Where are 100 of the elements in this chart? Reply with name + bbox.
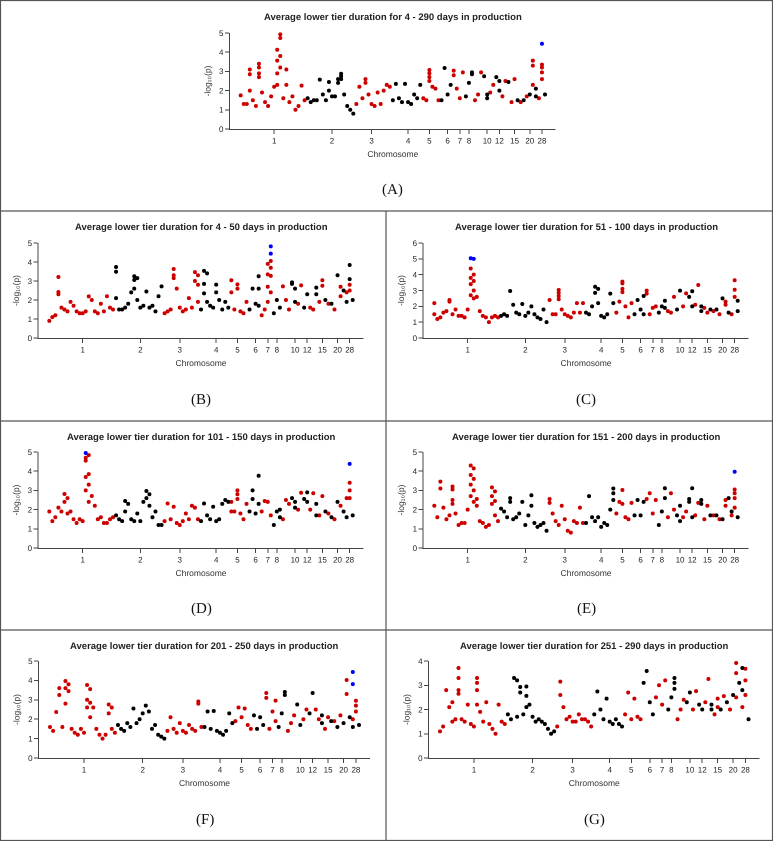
- point: [302, 306, 306, 310]
- point: [724, 300, 728, 304]
- point: [484, 700, 488, 704]
- point: [147, 492, 152, 496]
- point: [554, 519, 558, 524]
- point: [314, 292, 318, 296]
- point: [542, 722, 547, 726]
- point: [263, 100, 268, 104]
- point: [256, 474, 261, 478]
- x-tick-label: 6: [445, 136, 450, 146]
- point: [508, 288, 512, 293]
- point: [202, 724, 207, 729]
- point: [611, 486, 616, 490]
- y-tick-label: 3: [28, 696, 34, 705]
- point: [168, 517, 173, 522]
- x-axis-title: Chromosome: [175, 358, 227, 368]
- point: [421, 96, 426, 100]
- point: [732, 470, 737, 474]
- x-tick-label: 12: [688, 556, 698, 565]
- point: [681, 515, 686, 520]
- point: [278, 66, 282, 70]
- point: [556, 522, 561, 527]
- point: [308, 711, 312, 716]
- point: [505, 515, 510, 520]
- point: [456, 692, 461, 696]
- y-tick-label: 1: [412, 524, 418, 534]
- point: [223, 498, 228, 502]
- point: [156, 294, 161, 298]
- point: [468, 266, 473, 270]
- point: [472, 272, 476, 277]
- point: [84, 474, 88, 479]
- y-tick-label: 2: [418, 705, 424, 714]
- point: [466, 308, 470, 312]
- point: [295, 702, 300, 706]
- point: [98, 302, 103, 306]
- point: [730, 513, 734, 518]
- point: [135, 511, 140, 516]
- y-tick-label: 0: [28, 754, 34, 763]
- point: [552, 729, 556, 734]
- point: [376, 90, 380, 95]
- point: [669, 695, 674, 700]
- x-tick-label: 2: [138, 556, 144, 565]
- point: [714, 513, 718, 518]
- point: [57, 686, 62, 690]
- point: [123, 498, 128, 503]
- point: [72, 730, 77, 735]
- point: [660, 510, 664, 514]
- x-tick-label: 10: [482, 136, 492, 146]
- point: [326, 88, 331, 93]
- x-tick-label: 6: [253, 346, 258, 355]
- point: [593, 284, 598, 289]
- x-tick-label: 4: [607, 766, 612, 775]
- point: [736, 309, 740, 314]
- point: [190, 306, 194, 310]
- point: [62, 500, 66, 504]
- point: [734, 660, 738, 665]
- point: [344, 692, 349, 696]
- point: [165, 728, 170, 733]
- y-tick-label: 1: [218, 106, 224, 115]
- x-tick-label: 6: [648, 766, 653, 775]
- point: [333, 94, 338, 98]
- point: [432, 504, 436, 508]
- x-tick-label: 10: [685, 766, 695, 775]
- point: [166, 309, 170, 314]
- point: [432, 301, 436, 306]
- x-tick-label: 10: [290, 556, 300, 565]
- point: [104, 294, 109, 298]
- point: [690, 304, 694, 308]
- point: [740, 666, 744, 670]
- point: [520, 500, 524, 504]
- point: [732, 496, 737, 500]
- point: [284, 82, 288, 87]
- point: [70, 726, 74, 731]
- point: [616, 722, 621, 726]
- point: [558, 680, 562, 684]
- point: [672, 294, 676, 299]
- point: [314, 708, 318, 712]
- point: [91, 706, 96, 710]
- point: [278, 32, 282, 36]
- point: [523, 522, 528, 527]
- point: [147, 504, 152, 508]
- point: [511, 302, 516, 307]
- point: [310, 691, 315, 696]
- y-tick-label: 5: [412, 448, 418, 457]
- point: [589, 724, 594, 728]
- point: [672, 686, 676, 691]
- point: [280, 517, 285, 522]
- y-tick-label: 5: [28, 656, 34, 666]
- point: [556, 294, 561, 298]
- point: [554, 312, 558, 316]
- point: [238, 93, 243, 98]
- point: [730, 312, 734, 316]
- point: [740, 705, 744, 710]
- point: [724, 302, 728, 307]
- point: [486, 522, 491, 527]
- point: [732, 487, 737, 492]
- point: [693, 513, 698, 518]
- point: [199, 308, 203, 312]
- point: [250, 497, 255, 502]
- point: [687, 500, 692, 504]
